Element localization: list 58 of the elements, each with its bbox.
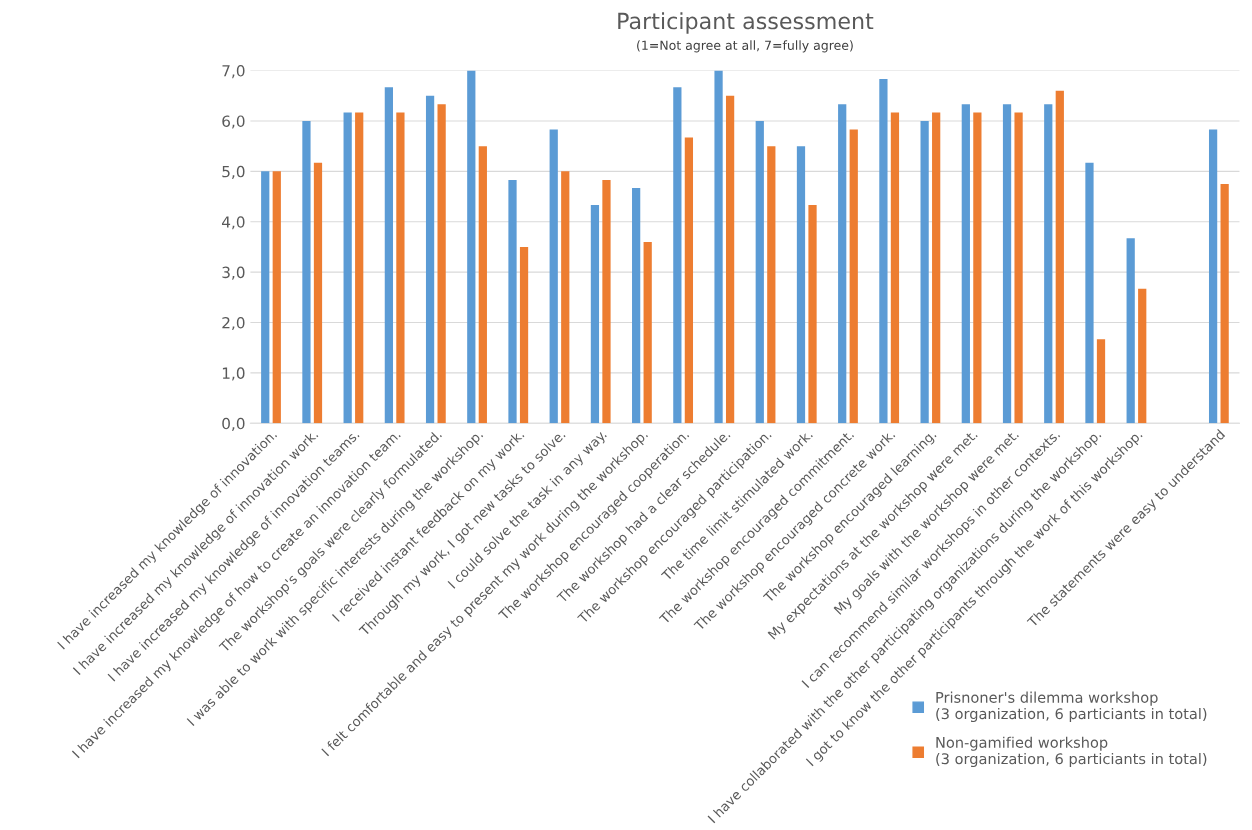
bar bbox=[343, 112, 352, 424]
bar bbox=[519, 246, 529, 424]
bar bbox=[313, 162, 323, 424]
bar bbox=[1002, 104, 1012, 424]
bar bbox=[849, 129, 858, 424]
legend-label: Non-gamified workshop (3 organization, 6 particiants in total) bbox=[936, 736, 1207, 768]
bar bbox=[1085, 162, 1094, 424]
bar bbox=[725, 95, 735, 424]
bar bbox=[1126, 238, 1135, 424]
bar bbox=[590, 205, 600, 424]
legend-label: Prisnoner's dilemma workshop (3 organization, 6 particiants in total) bbox=[936, 691, 1207, 723]
bar bbox=[272, 171, 281, 424]
bar bbox=[1055, 90, 1064, 424]
y-tick-label: 1,0 bbox=[222, 367, 245, 381]
y-tick-label: 5,0 bbox=[222, 165, 245, 179]
bar bbox=[384, 87, 393, 424]
bar bbox=[879, 79, 888, 424]
bar bbox=[684, 137, 694, 424]
bar bbox=[561, 171, 570, 424]
bar bbox=[478, 146, 487, 424]
bar bbox=[808, 205, 817, 424]
bar bbox=[1208, 129, 1218, 424]
bar bbox=[396, 112, 405, 424]
y-tick-label: 4,0 bbox=[221, 216, 245, 230]
y-tick-label: 0,0 bbox=[222, 417, 245, 431]
bar bbox=[920, 120, 929, 424]
bar bbox=[767, 146, 776, 424]
bar bbox=[643, 241, 652, 424]
bar bbox=[1014, 112, 1023, 424]
bar bbox=[714, 70, 723, 424]
bar bbox=[508, 179, 517, 424]
bar bbox=[261, 171, 270, 424]
y-tick-label: 7,0 bbox=[222, 65, 245, 79]
bar bbox=[961, 104, 970, 424]
bar bbox=[437, 104, 446, 424]
bar bbox=[890, 112, 900, 424]
bar bbox=[302, 120, 311, 424]
y-tick-label: 2,0 bbox=[222, 316, 245, 331]
bar bbox=[932, 112, 941, 424]
bar bbox=[1138, 288, 1147, 424]
bar bbox=[673, 87, 682, 424]
bar bbox=[549, 129, 558, 424]
bar bbox=[1220, 183, 1229, 424]
bar bbox=[355, 112, 364, 424]
bar bbox=[1044, 104, 1053, 424]
bar bbox=[632, 187, 641, 424]
bar bbox=[838, 104, 847, 424]
bar bbox=[467, 70, 476, 424]
bar bbox=[973, 112, 982, 424]
bar bbox=[755, 120, 764, 424]
bar bbox=[1096, 339, 1106, 424]
chart-subtitle: (1=Not agree at all, 7=fully agree) bbox=[637, 40, 853, 53]
y-tick-label: 3,0 bbox=[222, 266, 245, 280]
bar bbox=[796, 146, 806, 424]
bar bbox=[602, 179, 611, 424]
chart-title: Participant assessment bbox=[618, 12, 874, 34]
bar bbox=[425, 95, 435, 424]
y-tick-label: 6,0 bbox=[222, 115, 245, 129]
